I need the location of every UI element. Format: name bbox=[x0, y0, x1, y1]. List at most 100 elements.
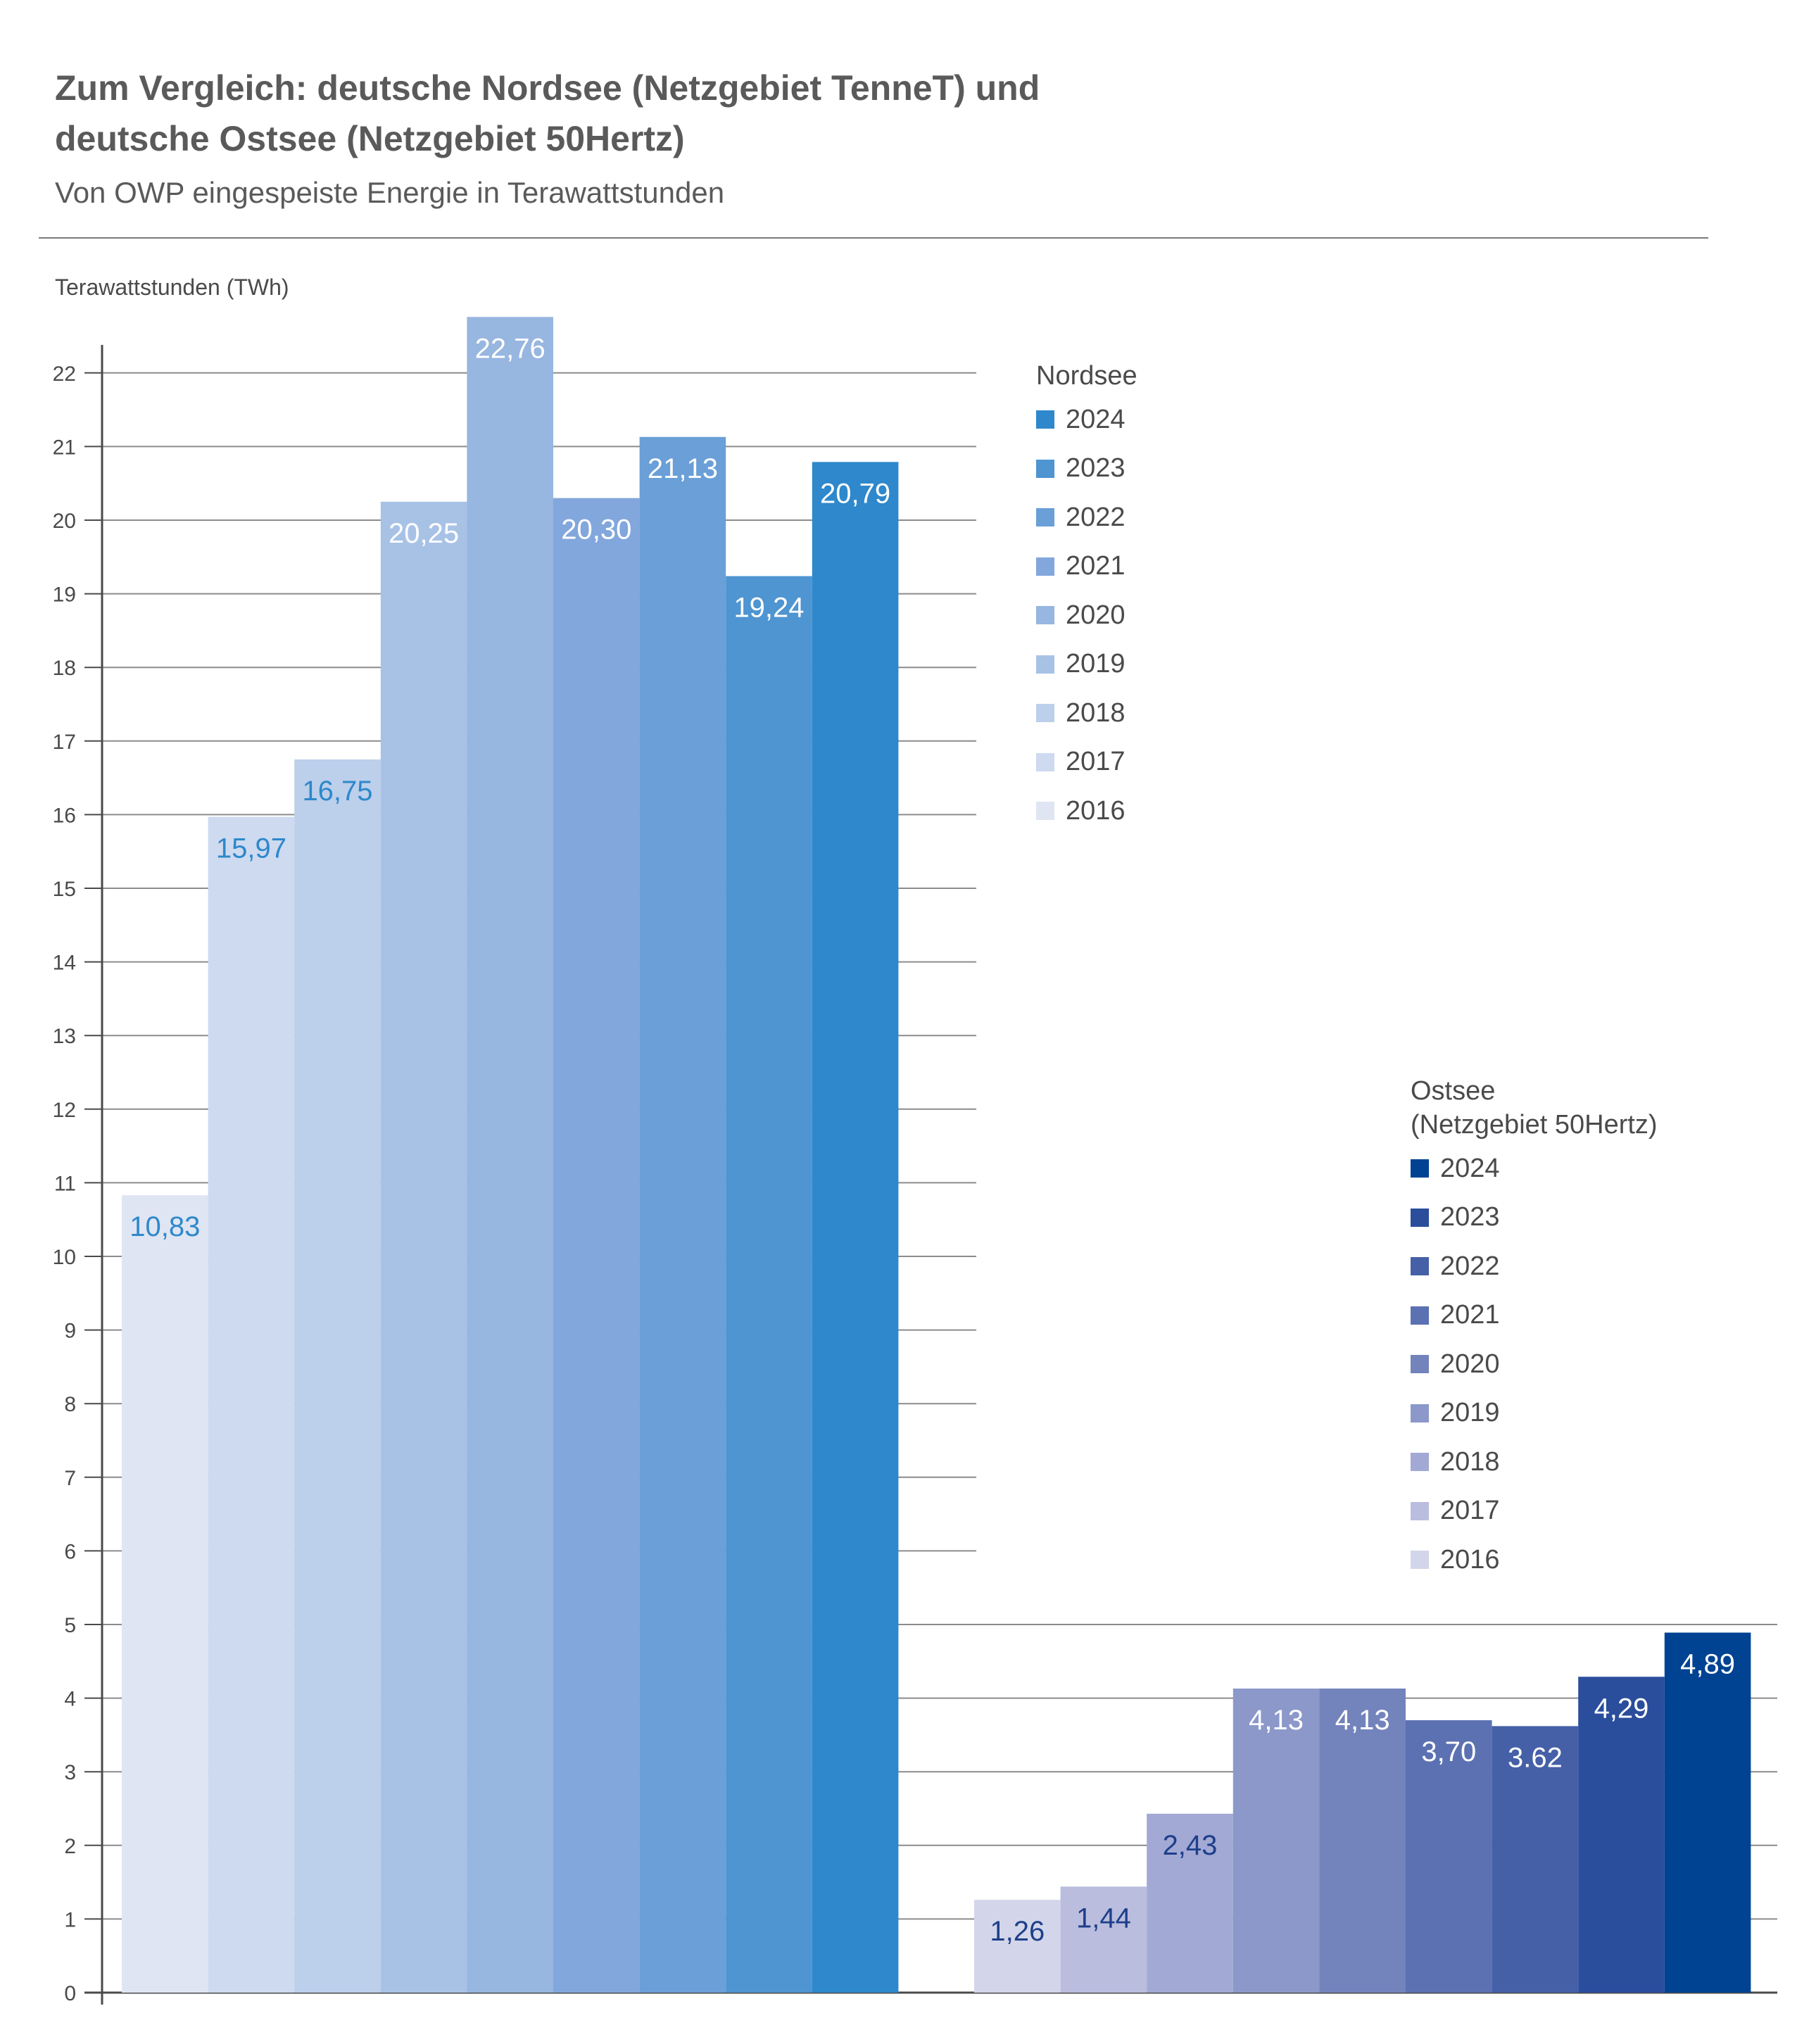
legend-label: 2016 bbox=[1440, 1544, 1500, 1575]
legend-label: 2017 bbox=[1066, 747, 1126, 776]
data-label-ostsee-2024: 4,89 bbox=[1680, 1649, 1735, 1680]
y-tick-label: 6 bbox=[64, 1540, 76, 1563]
chart-title-line-2: deutsche Ostsee (Netzgebiet 50Hertz) bbox=[55, 119, 685, 158]
y-tick-label: 19 bbox=[53, 583, 76, 607]
legend-item-2020: 2020 bbox=[1036, 600, 1126, 630]
legend-swatch bbox=[1036, 752, 1054, 771]
legend-label: 2023 bbox=[1440, 1202, 1500, 1232]
legend-item-2018: 2018 bbox=[1036, 698, 1126, 728]
data-label-nordsee-2016: 10,83 bbox=[130, 1211, 200, 1242]
legend-item-2021: 2021 bbox=[1036, 551, 1126, 581]
bar-ostsee-2021 bbox=[1406, 1720, 1492, 1993]
data-label-nordsee-2023: 19,24 bbox=[733, 592, 804, 623]
y-tick-label: 16 bbox=[53, 804, 76, 827]
legend-item-2021: 2021 bbox=[1411, 1300, 1500, 1330]
legend-item-2022: 2022 bbox=[1411, 1251, 1500, 1281]
y-tick-label: 0 bbox=[64, 1982, 76, 2005]
legend-label: 2016 bbox=[1066, 795, 1126, 826]
y-tick-label: 20 bbox=[53, 510, 76, 533]
legend-title: (Netzgebiet 50Hertz) bbox=[1411, 1110, 1658, 1140]
data-label-ostsee-2017: 1,44 bbox=[1076, 1903, 1131, 1933]
legend-swatch bbox=[1036, 459, 1054, 478]
legend-swatch bbox=[1411, 1159, 1429, 1178]
y-tick-label: 22 bbox=[53, 362, 76, 386]
data-label-ostsee-2018: 2,43 bbox=[1163, 1830, 1218, 1861]
legend-swatch bbox=[1411, 1453, 1429, 1471]
legend-label: 2019 bbox=[1066, 649, 1126, 679]
legend-item-2023: 2023 bbox=[1036, 453, 1126, 483]
legend-label: 2020 bbox=[1066, 600, 1126, 630]
legend-swatch bbox=[1036, 606, 1054, 624]
legend-item-2023: 2023 bbox=[1411, 1202, 1500, 1232]
data-label-nordsee-2021: 20,30 bbox=[561, 515, 631, 545]
legend-item-2020: 2020 bbox=[1411, 1349, 1500, 1379]
data-label-nordsee-2024: 20,79 bbox=[820, 478, 890, 509]
legend-title: Ostsee bbox=[1411, 1076, 1496, 1106]
legend-swatch bbox=[1036, 655, 1054, 674]
legend-swatch bbox=[1411, 1551, 1429, 1569]
data-label-ostsee-2021: 3,70 bbox=[1421, 1736, 1476, 1767]
legend-label: 2023 bbox=[1066, 453, 1126, 483]
legend-swatch bbox=[1036, 802, 1054, 820]
legend-label: 2024 bbox=[1066, 404, 1126, 434]
y-tick-label: 2 bbox=[64, 1835, 76, 1858]
data-label-ostsee-2023: 4,29 bbox=[1594, 1693, 1649, 1724]
data-label-nordsee-2018: 16,75 bbox=[302, 776, 372, 807]
bar-ostsee-2022 bbox=[1492, 1726, 1579, 1993]
data-label-nordsee-2022: 21,13 bbox=[648, 453, 718, 484]
legend-item-2016: 2016 bbox=[1036, 795, 1126, 826]
bar-nordsee-2018 bbox=[294, 759, 381, 1993]
bar-nordsee-2023 bbox=[726, 576, 812, 1993]
legend-item-2019: 2019 bbox=[1036, 649, 1126, 679]
legend-swatch bbox=[1411, 1501, 1429, 1520]
y-tick-label: 5 bbox=[64, 1614, 76, 1637]
legend-item-2018: 2018 bbox=[1411, 1446, 1500, 1477]
bar-nordsee-2019 bbox=[380, 501, 467, 1993]
bar-ostsee-2019 bbox=[1232, 1689, 1320, 1993]
legend-title: Nordsee bbox=[1036, 361, 1137, 391]
y-tick-label: 10 bbox=[53, 1246, 76, 1269]
y-tick-label: 21 bbox=[53, 436, 76, 459]
legend-swatch bbox=[1036, 410, 1054, 429]
legend-label: 2017 bbox=[1440, 1496, 1500, 1525]
legend-swatch bbox=[1036, 508, 1054, 526]
bar-nordsee-2016 bbox=[122, 1195, 208, 1993]
y-tick-label: 12 bbox=[53, 1099, 76, 1122]
legend-swatch bbox=[1036, 704, 1054, 722]
y-tick-label: 4 bbox=[64, 1688, 76, 1711]
y-tick-label: 17 bbox=[53, 731, 76, 754]
y-tick-label: 18 bbox=[53, 657, 76, 680]
y-axis-label: Terawattstunden (TWh) bbox=[55, 275, 289, 300]
legend-swatch bbox=[1411, 1403, 1429, 1422]
data-label-ostsee-2020: 4,13 bbox=[1335, 1705, 1390, 1736]
bar-ostsee-2018 bbox=[1147, 1813, 1233, 1993]
legend-label: 2018 bbox=[1440, 1446, 1500, 1477]
chart-subtitle: Von OWP eingespeiste Energie in Terawatt… bbox=[55, 176, 725, 209]
legend-item-2022: 2022 bbox=[1036, 502, 1126, 532]
legend-swatch bbox=[1411, 1306, 1429, 1325]
data-label-nordsee-2020: 22,76 bbox=[475, 333, 546, 364]
legend-item-2017: 2017 bbox=[1036, 747, 1126, 776]
bar-ostsee-2020 bbox=[1319, 1689, 1406, 1993]
legend-item-2024: 2024 bbox=[1036, 405, 1126, 434]
bar-ostsee-2016 bbox=[974, 1900, 1061, 1993]
y-tick-label: 8 bbox=[64, 1393, 76, 1416]
data-label-ostsee-2022: 3.62 bbox=[1508, 1742, 1563, 1773]
legend-swatch bbox=[1411, 1208, 1429, 1227]
y-tick-label: 14 bbox=[53, 952, 76, 975]
legend-item-2019: 2019 bbox=[1411, 1398, 1500, 1427]
legend-swatch bbox=[1411, 1355, 1429, 1373]
data-label-ostsee-2016: 1,26 bbox=[990, 1916, 1045, 1947]
legend-swatch bbox=[1411, 1257, 1429, 1275]
data-label-nordsee-2017: 15,97 bbox=[216, 833, 286, 864]
bar-ostsee-2023 bbox=[1578, 1677, 1665, 1993]
legend-label: 2018 bbox=[1066, 698, 1126, 728]
legend-label: 2022 bbox=[1066, 502, 1126, 532]
legend-label: 2019 bbox=[1440, 1398, 1500, 1427]
bar-nordsee-2022 bbox=[639, 436, 726, 1993]
legend-item-2024: 2024 bbox=[1411, 1154, 1500, 1183]
title-divider bbox=[39, 237, 1708, 239]
bar-ostsee-2024 bbox=[1664, 1632, 1751, 1993]
y-tick-label: 11 bbox=[54, 1172, 76, 1195]
